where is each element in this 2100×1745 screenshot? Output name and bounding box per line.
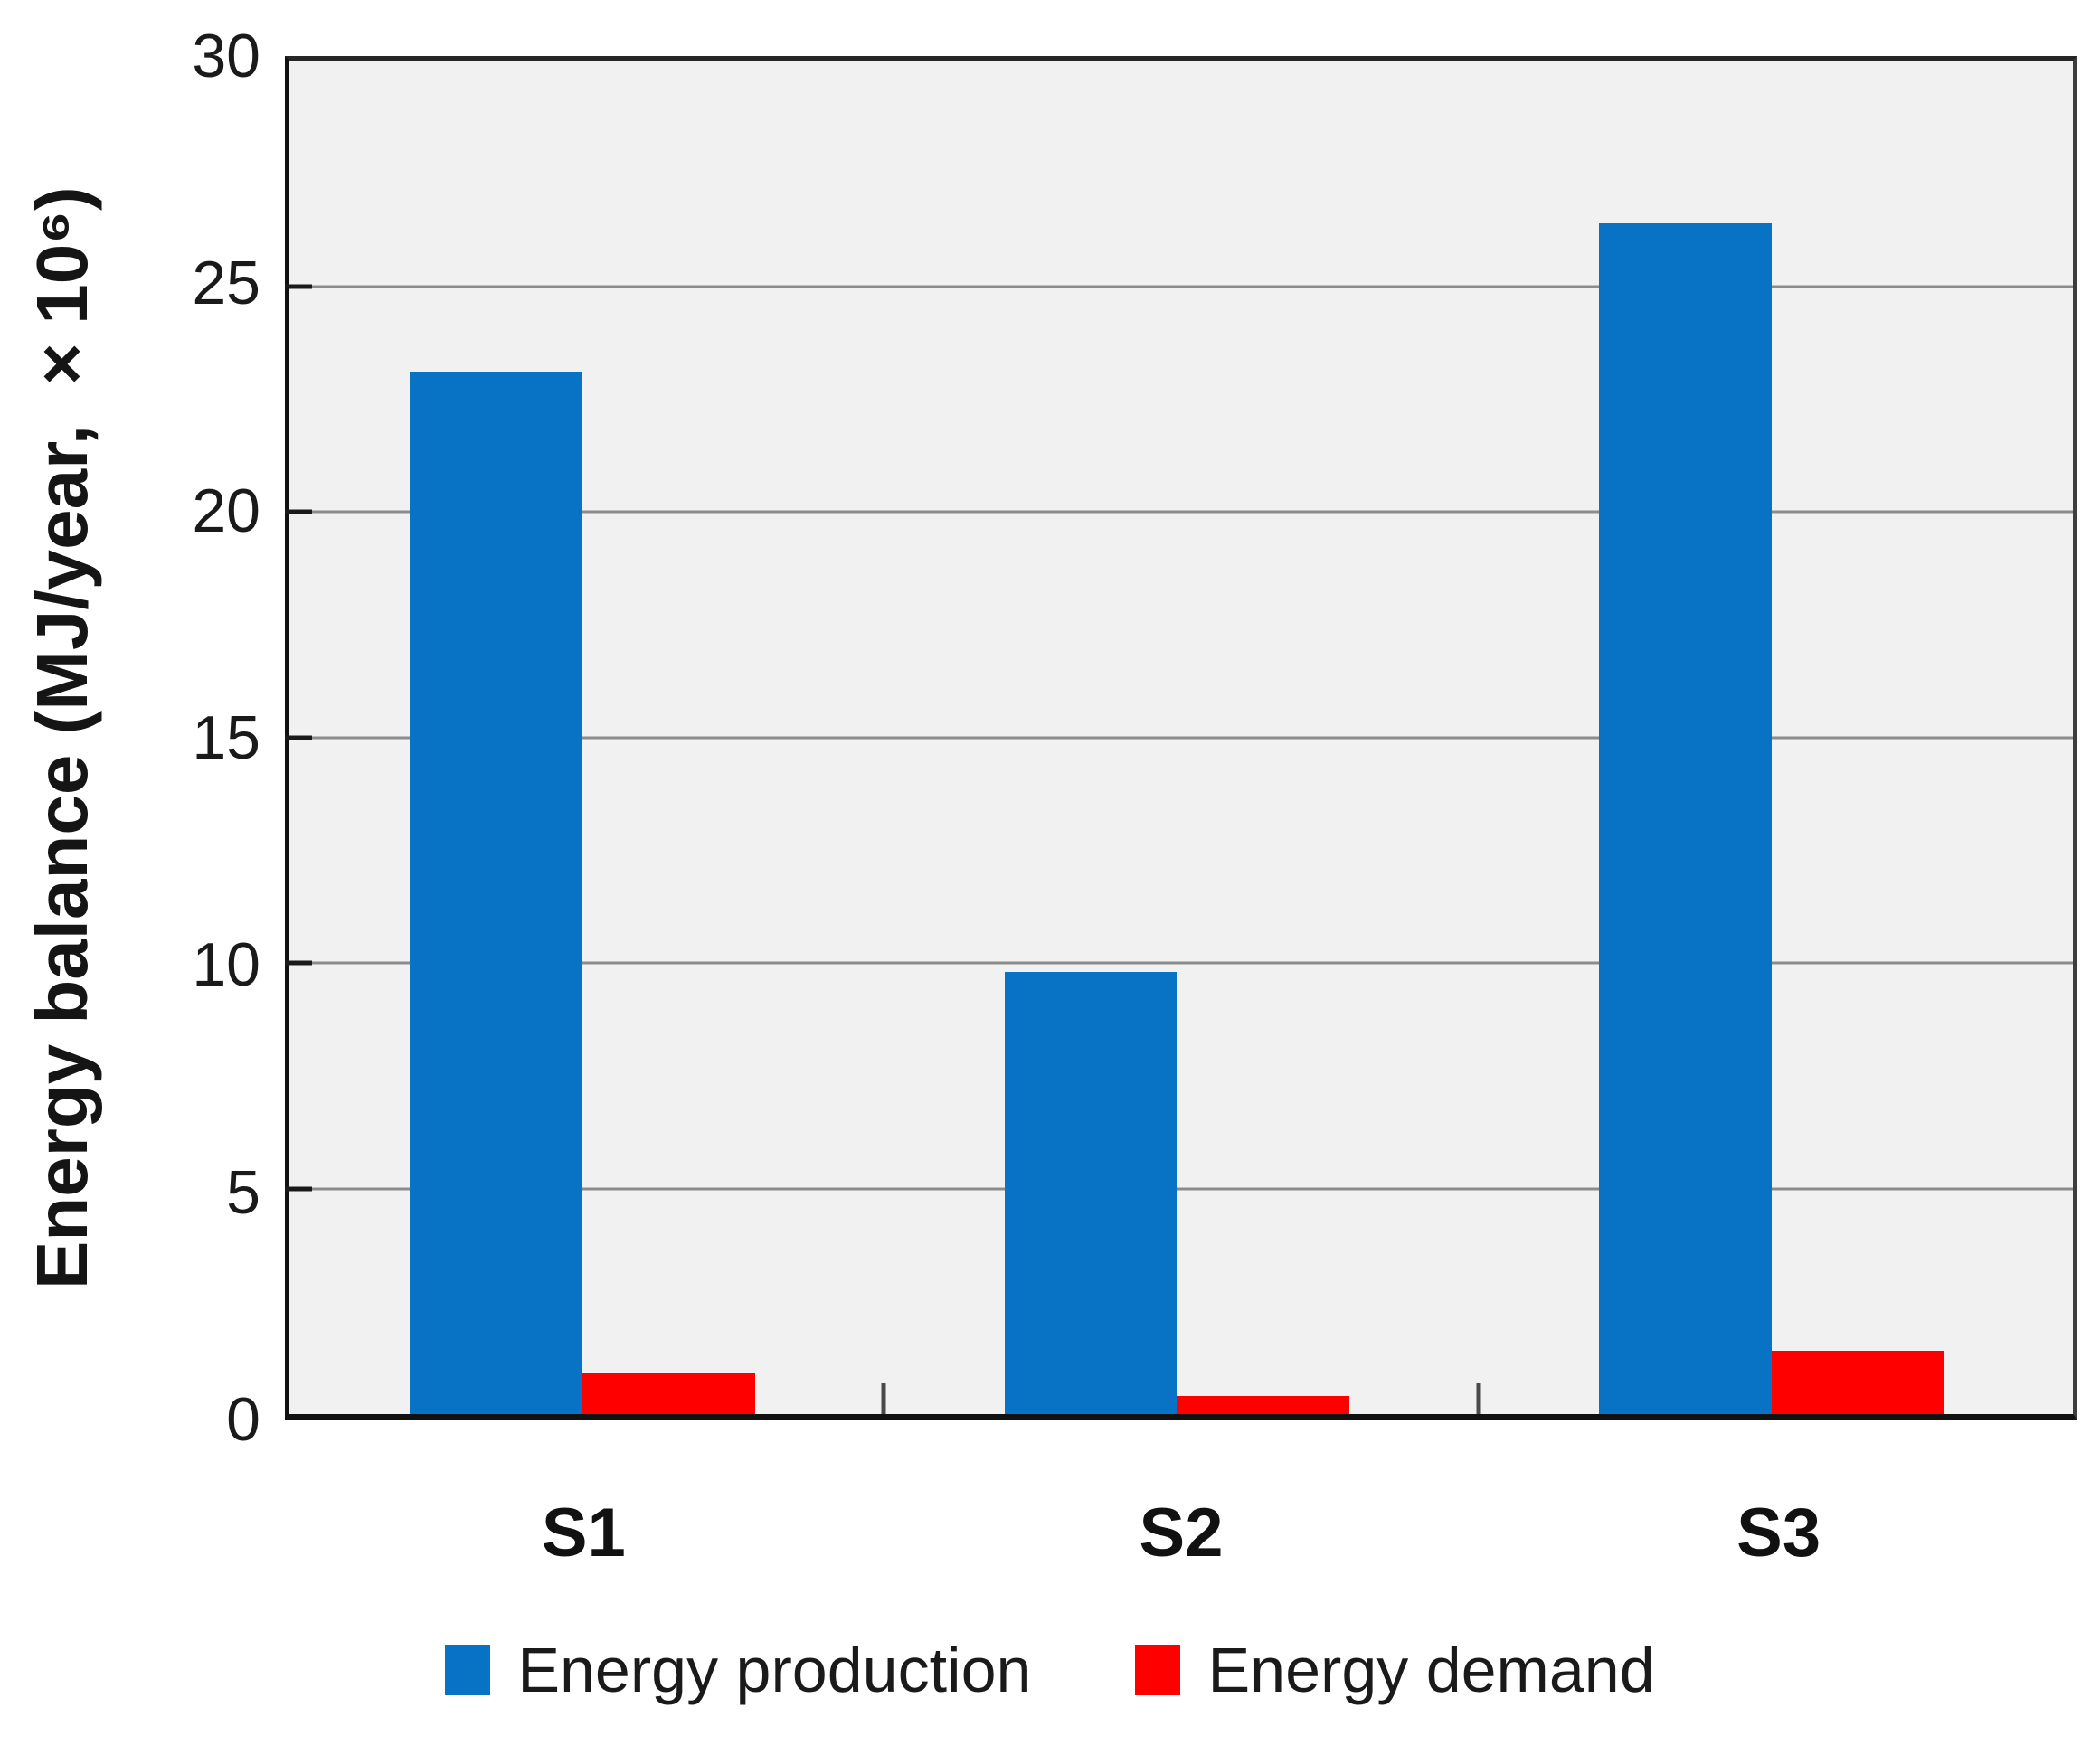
bar-energy-production-s1 [410, 372, 583, 1414]
bar-energy-demand-s3 [1771, 1351, 1944, 1414]
gridline [289, 285, 2073, 288]
category-group [289, 61, 884, 1414]
x-axis-tick-mark [1476, 1383, 1481, 1414]
y-axis-tick-mark [285, 735, 312, 740]
plot-area [285, 56, 2077, 1420]
y-axis-tick-labels: 0 5 10 15 20 25 30 [0, 25, 260, 1450]
category-group [1479, 61, 2073, 1414]
y-axis-tick-mark [285, 1186, 312, 1191]
legend-item: Energy production [445, 1638, 1031, 1702]
y-axis-tick-mark [285, 284, 312, 288]
y-tick-label: 10 [192, 930, 260, 1000]
legend-item: Energy demand [1135, 1635, 1655, 1705]
legend-swatch-energy-demand [1135, 1645, 1181, 1695]
gridline [289, 961, 2073, 965]
legend-swatch-energy-production [445, 1645, 491, 1695]
category-group [884, 61, 1478, 1414]
x-category-label: S3 [1736, 1495, 1821, 1571]
gridline [289, 1187, 2073, 1190]
y-tick-label: 20 [192, 476, 260, 545]
legend: Energy production Energy demand [0, 1638, 2100, 1702]
y-tick-label: 15 [192, 703, 260, 772]
y-tick-label: 25 [192, 249, 260, 318]
y-axis-tick-mark [285, 960, 312, 966]
y-tick-label: 5 [226, 1157, 260, 1227]
gridline [289, 736, 2073, 739]
y-tick-label: 0 [226, 1385, 260, 1454]
x-category-label: S1 [541, 1495, 626, 1571]
x-axis-category-labels: S1 S2 S3 [285, 1494, 2077, 1572]
bar-energy-production-s2 [1004, 971, 1178, 1414]
legend-label: Energy production [517, 1635, 1032, 1705]
gridline [289, 510, 2073, 514]
bar-energy-production-s3 [1599, 222, 1772, 1414]
x-axis-tick-mark [881, 1383, 886, 1414]
x-category-label: S2 [1139, 1495, 1224, 1571]
legend-label: Energy demand [1207, 1635, 1655, 1705]
y-tick-label: 30 [192, 22, 260, 90]
bar-energy-demand-s1 [582, 1373, 755, 1414]
bar-energy-demand-s2 [1177, 1396, 1350, 1414]
y-axis-tick-mark [285, 509, 312, 514]
